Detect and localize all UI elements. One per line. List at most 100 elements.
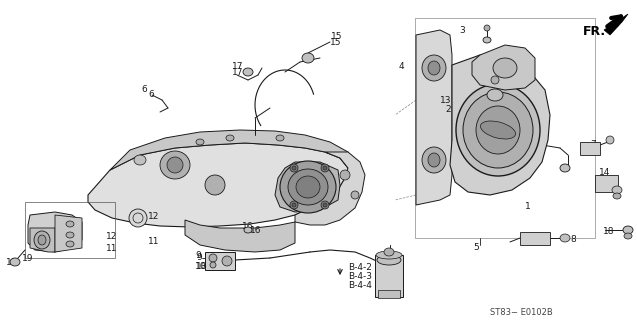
Text: 17: 17	[232, 68, 243, 77]
Text: 15: 15	[330, 38, 341, 47]
Text: ST83− E0102B: ST83− E0102B	[490, 308, 553, 317]
Ellipse shape	[476, 106, 520, 154]
Ellipse shape	[160, 151, 190, 179]
Ellipse shape	[66, 221, 74, 227]
Text: 15: 15	[331, 32, 343, 41]
Polygon shape	[55, 215, 82, 252]
Ellipse shape	[210, 262, 216, 268]
Ellipse shape	[288, 169, 328, 205]
Text: 7: 7	[590, 140, 596, 149]
Ellipse shape	[196, 139, 204, 145]
Ellipse shape	[66, 232, 74, 238]
Ellipse shape	[10, 258, 20, 266]
Polygon shape	[88, 143, 348, 227]
Ellipse shape	[276, 135, 284, 141]
Ellipse shape	[560, 234, 570, 242]
Ellipse shape	[321, 164, 329, 172]
Text: 11: 11	[106, 244, 117, 253]
Ellipse shape	[491, 76, 499, 84]
Text: 3: 3	[459, 26, 465, 35]
Ellipse shape	[243, 68, 253, 76]
Ellipse shape	[222, 256, 232, 266]
Ellipse shape	[422, 55, 446, 81]
Ellipse shape	[129, 209, 147, 227]
Ellipse shape	[384, 248, 394, 256]
Text: 12: 12	[106, 232, 117, 241]
Text: B-4-4: B-4-4	[348, 281, 372, 290]
Ellipse shape	[560, 164, 570, 172]
Text: 9: 9	[195, 251, 201, 260]
Polygon shape	[110, 130, 348, 170]
Ellipse shape	[606, 136, 614, 144]
Text: 2: 2	[445, 105, 450, 114]
Text: 6: 6	[148, 90, 154, 99]
Polygon shape	[520, 232, 550, 245]
Polygon shape	[472, 45, 535, 90]
Ellipse shape	[280, 161, 336, 213]
Ellipse shape	[323, 203, 327, 207]
Polygon shape	[275, 162, 340, 212]
Ellipse shape	[483, 37, 491, 43]
Ellipse shape	[292, 203, 296, 207]
Text: B-4-2: B-4-2	[348, 263, 372, 272]
Text: 10: 10	[195, 262, 206, 271]
Ellipse shape	[38, 235, 46, 245]
Polygon shape	[205, 252, 235, 270]
Polygon shape	[30, 228, 55, 252]
Ellipse shape	[205, 175, 225, 195]
Ellipse shape	[340, 170, 350, 180]
Polygon shape	[595, 175, 618, 192]
Ellipse shape	[487, 89, 503, 101]
Text: 5: 5	[473, 243, 479, 252]
Text: 18: 18	[603, 227, 615, 236]
Ellipse shape	[302, 53, 314, 63]
Text: 4: 4	[399, 62, 404, 71]
Ellipse shape	[34, 231, 50, 249]
Text: 19: 19	[6, 258, 17, 267]
Polygon shape	[604, 14, 628, 35]
Ellipse shape	[484, 25, 490, 31]
Ellipse shape	[623, 226, 633, 234]
Ellipse shape	[296, 176, 320, 198]
Ellipse shape	[377, 255, 401, 265]
Ellipse shape	[226, 135, 234, 141]
Ellipse shape	[428, 153, 440, 167]
Text: 6: 6	[141, 85, 147, 94]
Text: 19: 19	[22, 254, 34, 263]
Ellipse shape	[428, 61, 440, 75]
Text: 16: 16	[242, 222, 254, 231]
Text: 1: 1	[525, 202, 531, 211]
Ellipse shape	[613, 193, 621, 199]
Text: 11: 11	[148, 237, 159, 246]
Ellipse shape	[323, 166, 327, 170]
Ellipse shape	[290, 164, 298, 172]
Polygon shape	[185, 220, 295, 252]
Polygon shape	[416, 30, 452, 205]
Text: 12: 12	[148, 212, 159, 221]
Text: 9: 9	[196, 253, 202, 262]
Ellipse shape	[422, 147, 446, 173]
Ellipse shape	[463, 92, 533, 168]
Bar	[378, 290, 400, 298]
Ellipse shape	[456, 84, 540, 176]
Ellipse shape	[612, 186, 622, 194]
Text: 13: 13	[440, 96, 452, 105]
Polygon shape	[28, 212, 82, 252]
Polygon shape	[295, 152, 365, 225]
Text: 10: 10	[196, 262, 208, 271]
Ellipse shape	[244, 227, 252, 233]
Ellipse shape	[624, 233, 632, 239]
Text: B-4-3: B-4-3	[348, 272, 372, 281]
Polygon shape	[450, 55, 550, 195]
Polygon shape	[580, 142, 600, 155]
Ellipse shape	[321, 201, 329, 209]
Ellipse shape	[480, 121, 515, 139]
Text: 16: 16	[250, 226, 262, 235]
Ellipse shape	[292, 166, 296, 170]
Bar	[375, 255, 403, 297]
Ellipse shape	[209, 254, 217, 262]
Ellipse shape	[66, 241, 74, 247]
Ellipse shape	[351, 191, 359, 199]
Ellipse shape	[167, 157, 183, 173]
Text: 17: 17	[232, 62, 243, 71]
